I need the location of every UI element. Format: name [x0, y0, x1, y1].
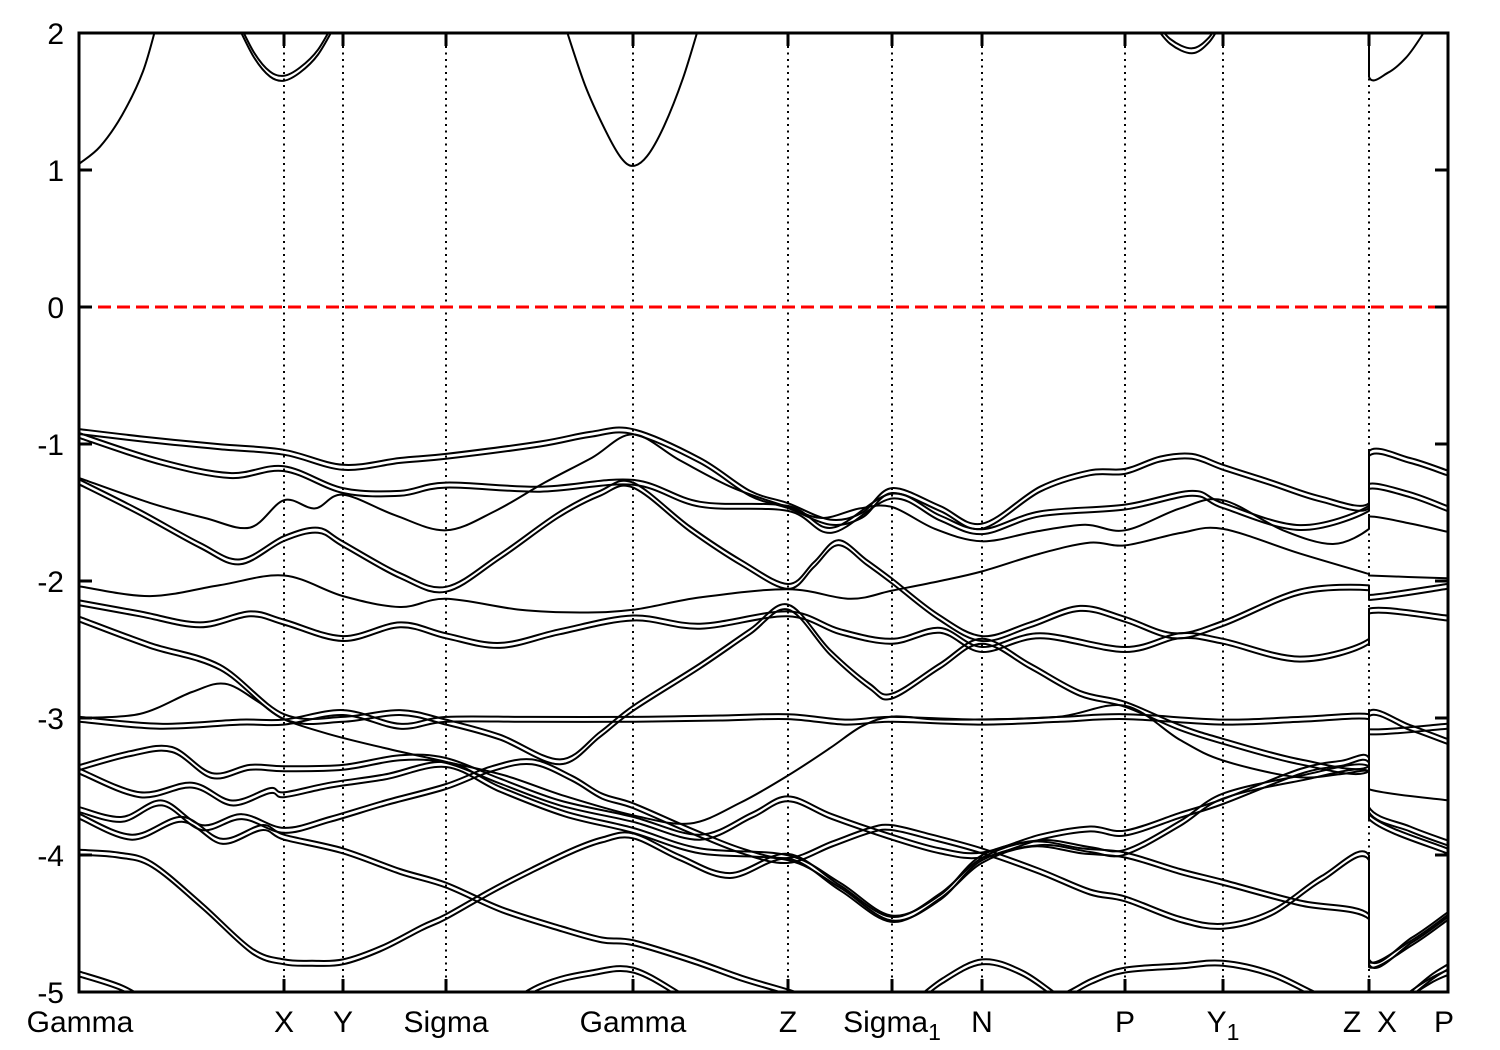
k-point-label-gamma: Gamma — [27, 1006, 134, 1039]
k-point-label-z: Z — [779, 1006, 797, 1039]
band-curve-valence-12 — [79, 758, 1448, 965]
k-point-label-sigma: Sigma — [403, 1006, 488, 1039]
band-curve-valence-2 — [79, 432, 1448, 531]
band-curve-valence-3 — [79, 433, 1448, 546]
y-tick-label: -1 — [37, 429, 64, 462]
band-curve-valence-13 — [79, 818, 1448, 992]
y-tick-label: 0 — [47, 292, 64, 325]
band-curve-valence-14 — [79, 831, 1448, 964]
band-curves-group — [79, 33, 1448, 992]
y-axis-labels-group: 2 1 0 -1 -2 -3 -4 -5 — [37, 18, 64, 1010]
y-tick-label: -5 — [37, 977, 64, 1010]
k-point-label-n: N — [971, 1006, 993, 1039]
k-point-label-x: X — [1377, 1006, 1397, 1039]
band-curve-valence-10 — [79, 744, 1448, 855]
y-tick-label: -3 — [37, 703, 64, 736]
band-curve-valence-1 — [79, 426, 1448, 526]
band-curve-conduction-4 — [1159, 33, 1217, 55]
band-curve-conduction-1 — [79, 33, 156, 165]
band-curve-conduction-3 — [566, 33, 698, 167]
k-point-label-z: Z — [1343, 1006, 1361, 1039]
band-curve-valence-11 — [79, 760, 1448, 917]
k-point-label-p: P — [1115, 1006, 1135, 1039]
y-tick-label: -2 — [37, 566, 64, 599]
band-curve-valence-7 — [79, 608, 1448, 776]
band-curve-valence-8 — [79, 682, 1448, 825]
band-curve-valence-7 — [79, 603, 1448, 771]
band-curve-valence-12 — [79, 762, 1448, 969]
k-point-label-p: P — [1434, 1006, 1454, 1039]
tick-marks-group — [79, 31, 1448, 994]
plot-frame — [77, 31, 1450, 994]
k-point-label-sigma-1: Sigma1 — [843, 1006, 941, 1045]
band-curve-valence-4 — [79, 478, 1448, 638]
band-curve-valence-6 — [79, 599, 1448, 658]
band-curve-valence-9 — [79, 713, 1448, 736]
k-point-labels-group: Gamma X Y Sigma Gamma Z Sigma1 N P Y1 Z X P — [27, 1006, 1454, 1045]
k-point-label-gamma: Gamma — [580, 1006, 687, 1039]
band-curve-conduction-2 — [240, 33, 332, 82]
k-point-label-y-1: Y1 — [1207, 1006, 1240, 1045]
band-curve-valence-14 — [79, 836, 1448, 969]
k-point-label-x: X — [274, 1006, 294, 1039]
band-curve-valence-4 — [79, 483, 1448, 643]
k-point-label-y: Y — [333, 1006, 353, 1039]
band-curve-valence-10 — [79, 749, 1448, 860]
band-curve-valence-13 — [79, 813, 1448, 992]
plot-frame-group — [77, 31, 1450, 994]
y-tick-label: 1 — [47, 155, 64, 188]
band-curve-conduction-2 — [242, 33, 330, 77]
y-tick-label: -4 — [37, 840, 64, 873]
band-curve-valence-5 — [79, 526, 1448, 614]
band-curve-valence-9 — [79, 709, 1448, 731]
band-curve-conduction-4 — [1162, 33, 1214, 50]
y-tick-label: 2 — [47, 18, 64, 51]
band-curve-valence-2 — [79, 437, 1448, 536]
band-curve-conduction-5 — [1368, 33, 1425, 82]
